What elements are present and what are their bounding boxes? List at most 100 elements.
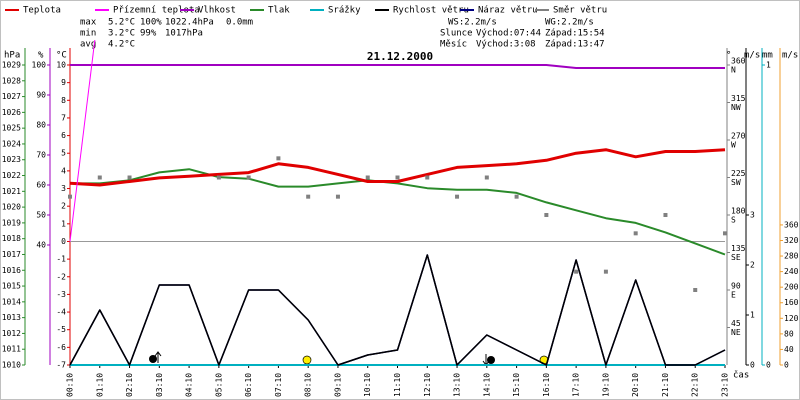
tick-label: 6 — [61, 131, 66, 140]
x-tick-label: 03:10 — [155, 373, 164, 397]
tick-label: 50 — [36, 211, 46, 220]
tick-label: 1 — [61, 219, 66, 228]
sun-label: Slunce — [440, 29, 473, 39]
stat-value: 3.2°C — [108, 29, 135, 39]
axis-title: hPa — [4, 51, 20, 61]
direction-point — [544, 213, 549, 217]
axis-title: m/s — [782, 51, 798, 61]
wind-speed: WS:2.2m/s — [448, 18, 497, 28]
x-tick-label: 10:10 — [363, 373, 372, 397]
axis-title: mm — [762, 51, 773, 61]
tick-label: 1029 — [2, 61, 21, 70]
x-tick-label: 17:10 — [572, 373, 581, 397]
tick-label: -3 — [56, 290, 66, 299]
direction-point — [633, 231, 638, 236]
tick-label: 225 — [731, 169, 746, 178]
direction-point — [514, 194, 519, 199]
tick-label: 270 — [731, 132, 746, 141]
x-tick-label: 12:10 — [423, 373, 432, 397]
series-line — [69, 148, 726, 187]
tick-label: 90 — [731, 282, 741, 291]
arrow-head — [154, 351, 162, 357]
tick-label: 1027 — [2, 92, 21, 101]
moon-set-icon — [487, 356, 495, 364]
tick-label: 1 — [750, 311, 755, 320]
tick-label: 1016 — [2, 266, 21, 275]
x-tick-label: 13:10 — [453, 373, 462, 397]
stat-value: 0.0mm — [226, 18, 253, 28]
tick-label: 1012 — [2, 329, 21, 338]
direction-point — [127, 175, 132, 180]
series-line — [70, 64, 725, 69]
series-line — [69, 40, 96, 242]
tick-label: 80 — [36, 121, 46, 130]
legend-label: Teplota — [23, 6, 61, 16]
tick-label: -4 — [56, 308, 66, 317]
stat-value: 5.2°C — [108, 18, 135, 28]
tick-label: 45 — [731, 319, 741, 328]
tick-label: 0 — [750, 361, 755, 370]
tick-label: 90 — [36, 91, 46, 100]
tick-label: 120 — [784, 314, 799, 323]
tick-label: 1018 — [2, 234, 21, 243]
tick-direction: W — [731, 141, 736, 150]
tick-label: 1028 — [2, 76, 21, 85]
tick-label: 1024 — [2, 139, 21, 148]
tick-label: 8 — [61, 96, 66, 105]
x-tick-label: 19:10 — [601, 373, 610, 397]
legend-label: Přízemní teplota — [113, 6, 200, 16]
plot — [68, 40, 727, 366]
x-tick-label: 02:10 — [125, 373, 134, 397]
direction-point — [603, 269, 608, 274]
x-tick-label: 06:10 — [244, 373, 253, 397]
tick-label: 315 — [731, 94, 746, 103]
tick-direction: NW — [731, 103, 741, 112]
tick-label: 360 — [784, 220, 799, 229]
x-tick-label: 14:10 — [482, 373, 491, 397]
moon-label: Měsíc — [440, 40, 467, 50]
tick-label: 1021 — [2, 187, 21, 196]
tick-label: 2 — [750, 261, 755, 270]
tick-label: 180 — [731, 207, 746, 216]
tick-label: 1014 — [2, 297, 21, 306]
tick-label: 60 — [36, 181, 46, 190]
axis-title: ° — [726, 51, 731, 61]
stat-label: avg — [80, 40, 96, 50]
x-tick-label: 08:10 — [304, 373, 313, 397]
x-tick-label: 07:10 — [274, 373, 283, 397]
legend-label: Vlhkost — [198, 6, 236, 16]
tick-label: 70 — [36, 151, 46, 160]
x-tick-label: 05:10 — [214, 373, 223, 397]
direction-point — [335, 194, 340, 199]
x-tick-label: 16:10 — [542, 373, 551, 397]
tick-label: 10 — [56, 61, 66, 70]
stat-label: max — [80, 18, 97, 28]
tick-label: 1013 — [2, 313, 21, 322]
tick-label: -7 — [56, 361, 66, 370]
x-tick-label: 22:10 — [691, 373, 700, 397]
tick-label: 1023 — [2, 155, 21, 164]
tick-direction: SE — [731, 253, 741, 262]
tick-label: 7 — [61, 113, 66, 122]
x-axis-label: čas — [733, 370, 749, 381]
direction-point — [97, 175, 102, 180]
sun-rise-icon — [302, 355, 312, 365]
tick-label: 160 — [784, 298, 799, 307]
tick-label: 1017 — [2, 250, 21, 259]
legend-label: Směr větru — [553, 6, 607, 16]
moon-rise: Východ:3:08 — [476, 40, 536, 50]
tick-direction: NE — [731, 328, 741, 337]
tick-label: 200 — [784, 283, 799, 292]
x-tick-label: 09:10 — [333, 373, 342, 397]
tick-label: 80 — [784, 329, 794, 338]
tick-label: -6 — [56, 343, 66, 352]
direction-point — [276, 156, 281, 161]
legend-label: Srážky — [328, 6, 361, 16]
tick-label: 1022 — [2, 171, 21, 180]
stat-value: 100% — [140, 18, 162, 28]
direction-point — [306, 194, 311, 199]
direction-point — [455, 194, 460, 199]
tick-label: -1 — [56, 255, 66, 264]
direction-point — [425, 175, 430, 180]
